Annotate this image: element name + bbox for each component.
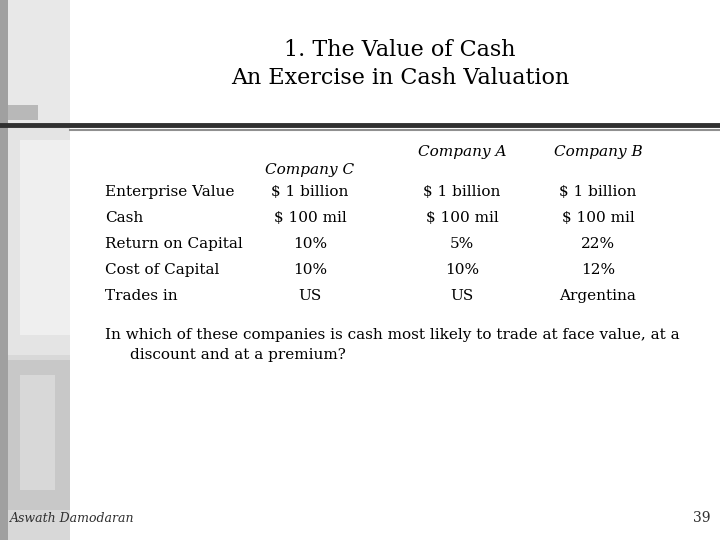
Text: Aswath Damodaran: Aswath Damodaran [10,512,135,525]
Bar [0,0,8,540]
Text: $ 1 billion: $ 1 billion [271,185,348,199]
Text: 1. The Value of Cash: 1. The Value of Cash [284,39,516,61]
Text: 12%: 12% [581,263,615,277]
Text: Company C: Company C [266,163,354,177]
Bar [8,125,70,355]
Bar [8,360,70,510]
Bar [20,140,70,335]
Text: Trades in: Trades in [105,289,178,303]
Text: discount and at a premium?: discount and at a premium? [130,348,346,362]
Text: 10%: 10% [293,237,327,251]
Text: Company A: Company A [418,145,506,159]
Text: US: US [298,289,322,303]
Text: $ 1 billion: $ 1 billion [559,185,636,199]
Text: 5%: 5% [450,237,474,251]
Bar [70,130,720,515]
Bar [20,375,55,490]
Text: An Exercise in Cash Valuation: An Exercise in Cash Valuation [231,67,569,89]
Text: Cost of Capital: Cost of Capital [105,263,220,277]
Text: $ 100 mil: $ 100 mil [426,211,498,225]
Text: Company B: Company B [554,145,642,159]
Text: 10%: 10% [445,263,479,277]
Bar [8,0,70,540]
Text: Enterprise Value: Enterprise Value [105,185,235,199]
Text: 10%: 10% [293,263,327,277]
Text: $ 1 billion: $ 1 billion [423,185,500,199]
Text: Return on Capital: Return on Capital [105,237,243,251]
Text: $ 100 mil: $ 100 mil [562,211,634,225]
Text: In which of these companies is cash most likely to trade at face value, at a: In which of these companies is cash most… [105,328,680,342]
Text: Cash: Cash [105,211,143,225]
Text: US: US [451,289,474,303]
Bar [8,0,70,140]
Bar [8,105,38,120]
Text: $ 100 mil: $ 100 mil [274,211,346,225]
Text: Argentina: Argentina [559,289,636,303]
Bar [70,0,720,125]
Text: 39: 39 [693,511,710,525]
Text: 22%: 22% [581,237,615,251]
